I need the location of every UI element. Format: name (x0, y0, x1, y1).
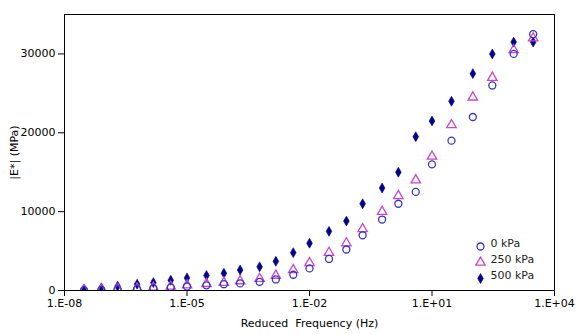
svg-text:0 kPa: 0 kPa (491, 237, 521, 250)
svg-text:10000: 10000 (21, 205, 56, 218)
svg-text:1.E-05: 1.E-05 (169, 297, 204, 310)
svg-text:1.E-08: 1.E-08 (47, 297, 82, 310)
svg-text:0: 0 (49, 284, 56, 297)
svg-text:30000: 30000 (21, 47, 56, 60)
svg-text:250 kPa: 250 kPa (491, 253, 535, 266)
svg-text:20000: 20000 (21, 126, 56, 139)
svg-text:1.E-02: 1.E-02 (292, 297, 327, 310)
svg-text:500 kPa: 500 kPa (491, 269, 535, 282)
svg-text:|E*| (MPa): |E*| (MPa) (8, 125, 21, 179)
svg-text:1.E+04: 1.E+04 (534, 297, 575, 310)
svg-text:Reduced Frequency (Hz): Reduced Frequency (Hz) (241, 317, 379, 330)
svg-text:1.E+01: 1.E+01 (412, 297, 453, 310)
